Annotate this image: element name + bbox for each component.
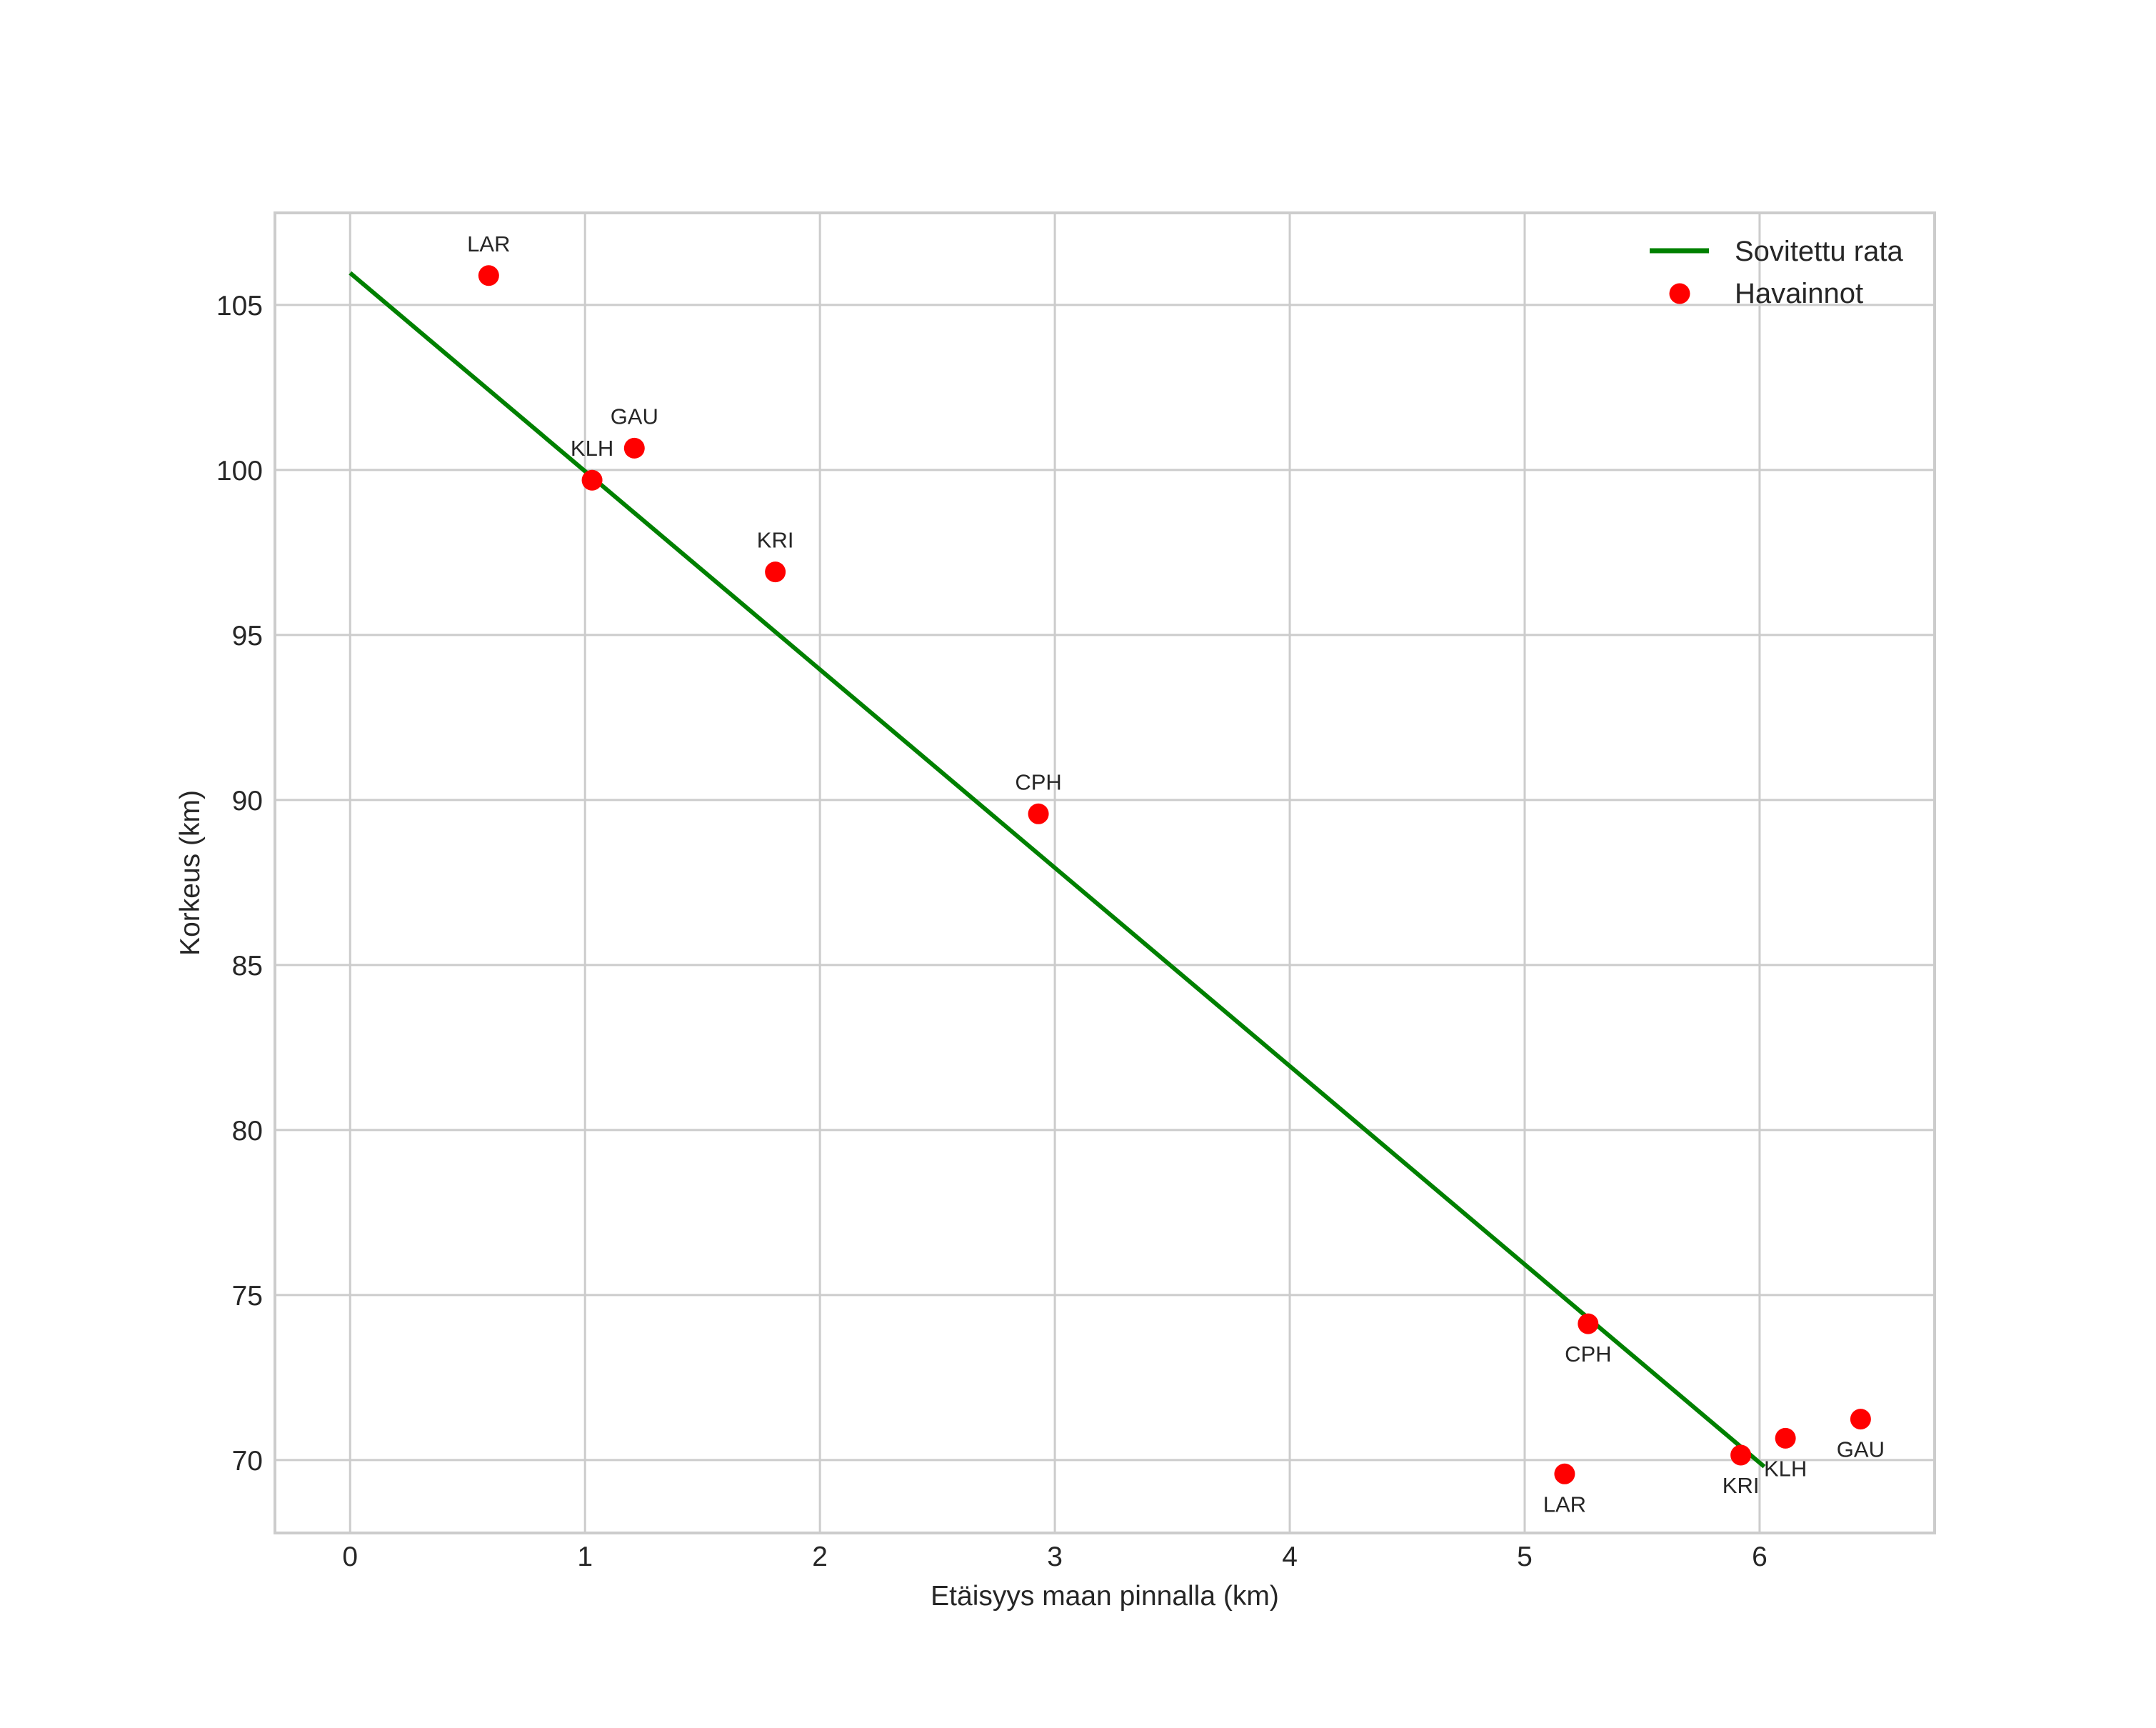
y-tick-labels: 70 75 80 85 90 95 100 105 [216, 291, 263, 1477]
point-label: KLH [1764, 1456, 1807, 1481]
point-label: GAU [1837, 1437, 1885, 1462]
observation-point [1578, 1313, 1599, 1334]
legend-marker-swatch [1669, 283, 1690, 304]
y-tick-label: 95 [232, 621, 263, 651]
observation-point [1554, 1463, 1575, 1484]
point-label: KRI [757, 528, 794, 553]
y-tick-label: 105 [216, 291, 263, 321]
y-axis-label: Korkeus (km) [175, 790, 206, 956]
x-tick-label: 2 [812, 1542, 828, 1572]
fitted-trajectory-line [349, 271, 1766, 1469]
x-axis-label: Etäisyys maan pinnalla (km) [931, 1581, 1279, 1612]
axes-frame [274, 211, 1936, 1534]
x-tick-labels: 0 1 2 3 4 5 6 [342, 1542, 1767, 1572]
legend-label-observations: Havainnot [1735, 278, 1863, 309]
legend-label-fitted: Sovitettu rata [1735, 236, 1903, 267]
x-gridlines [349, 213, 1761, 1533]
legend: Sovitettu rata Havainnot [1650, 236, 1903, 309]
x-tick-label: 6 [1752, 1542, 1768, 1572]
observation-point [1775, 1427, 1796, 1449]
observation-point [765, 561, 786, 583]
y-gridlines [275, 304, 1935, 1462]
observation-point [581, 469, 603, 491]
point-label: LAR [467, 231, 510, 256]
observation-point [478, 265, 499, 286]
point-label: KLH [571, 436, 613, 461]
point-label: CPH [1565, 1342, 1611, 1367]
point-label: CPH [1015, 769, 1061, 794]
x-tick-label: 3 [1047, 1542, 1063, 1572]
observation-point [1730, 1444, 1752, 1466]
y-tick-label: 90 [232, 786, 263, 816]
observation-point [1850, 1409, 1871, 1430]
x-tick-label: 4 [1282, 1542, 1298, 1572]
point-label: LAR [1543, 1492, 1586, 1517]
y-tick-label: 70 [232, 1446, 263, 1477]
x-tick-label: 1 [577, 1542, 593, 1572]
y-tick-label: 85 [232, 951, 263, 982]
x-tick-label: 5 [1517, 1542, 1533, 1572]
observation-point [623, 437, 645, 459]
point-label: KRI [1723, 1473, 1760, 1498]
point-label: GAU [611, 404, 658, 429]
y-tick-label: 100 [216, 456, 263, 486]
y-tick-label: 75 [232, 1281, 263, 1312]
observation-points [478, 265, 1871, 1484]
x-tick-label: 0 [342, 1542, 358, 1572]
y-tick-label: 80 [232, 1116, 263, 1147]
observation-point [1028, 803, 1049, 824]
